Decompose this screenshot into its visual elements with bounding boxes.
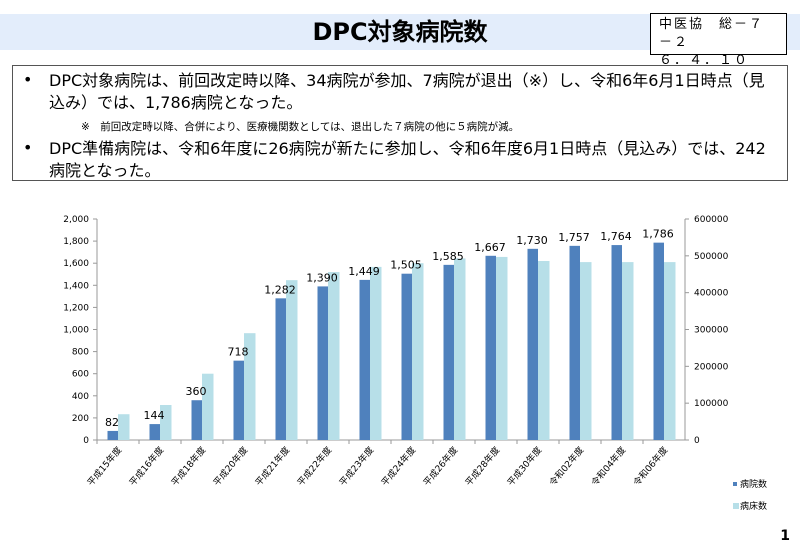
data-label: 1,786 (642, 228, 674, 241)
data-label: 1,449 (348, 265, 380, 278)
bar-hospitals (191, 400, 202, 440)
bar-hospitals (275, 298, 286, 440)
data-label: 360 (186, 385, 207, 398)
bar-hospitals (527, 248, 538, 440)
x-tick-label: 平成15年度 (85, 444, 125, 488)
y-tick-label: 0 (83, 436, 89, 446)
x-tick-label: 平成18年度 (169, 444, 209, 488)
bar-hospitals (443, 264, 454, 440)
bar-beds (328, 272, 340, 440)
bullet-text: DPC対象病院は、前回改定時以降、34病院が参加、7病院が退出（※）し、令和6年… (49, 71, 765, 112)
data-label: 1,757 (558, 231, 590, 244)
y2-tick-label: 400000 (694, 289, 729, 299)
y-tick-label: 200 (72, 414, 89, 424)
x-tick-label: 平成21年度 (253, 444, 293, 488)
y-tick-label: 1,200 (63, 303, 89, 313)
y-tick-label: 400 (72, 392, 89, 402)
bar-hospitals (569, 245, 580, 440)
bar-beds (244, 333, 256, 440)
bar-beds (622, 262, 634, 440)
y2-tick-label: 500000 (694, 252, 729, 262)
data-label: 1,505 (390, 259, 422, 272)
legend-label: 病院数 (740, 478, 767, 490)
footnote: ※ 前回改定時以降、合併により、医療機関数としては、退出した７病院の他に５病院が… (81, 121, 520, 133)
legend-label: 病床数 (740, 500, 767, 512)
y-tick-label: 1,800 (63, 237, 89, 247)
x-tick-label: 令和04年度 (589, 444, 629, 488)
x-tick-label: 平成30年度 (505, 444, 545, 488)
x-tick-label: 平成22年度 (295, 444, 335, 488)
bar-hospitals (317, 286, 328, 440)
bar-hospitals (233, 360, 244, 440)
data-label: 144 (144, 409, 165, 422)
bar-beds (412, 263, 424, 440)
y2-tick-label: 100000 (694, 399, 729, 409)
x-tick-label: 令和06年度 (631, 444, 671, 488)
x-tick-label: 平成24年度 (379, 444, 419, 488)
data-label: 718 (228, 346, 249, 359)
bar-beds (538, 260, 550, 440)
bar-beds (370, 266, 382, 440)
page-number: 1 (780, 528, 790, 544)
data-label: 1,585 (432, 250, 464, 263)
data-label: 1,390 (306, 271, 338, 284)
x-tick-label: 平成26年度 (421, 444, 461, 488)
bullet-text: DPC準備病院は、令和6年度に26病院が新たに参加し、令和6年度6月1日時点（見… (49, 139, 766, 180)
x-tick-label: 平成23年度 (337, 444, 377, 488)
x-tick-label: 平成16年度 (127, 444, 167, 488)
data-label: 82 (105, 416, 119, 429)
y-tick-label: 1,400 (63, 281, 89, 291)
bar-hospitals (611, 245, 622, 440)
bar-hospitals (653, 242, 664, 440)
bar-hospitals (359, 279, 370, 440)
bar-beds (496, 256, 508, 440)
bar-beds (580, 262, 592, 440)
bar-beds (454, 258, 466, 440)
bullet-mark: • (23, 70, 33, 89)
page-title: DPC対象病院数 (312, 18, 488, 46)
bar-hospitals (485, 255, 496, 440)
bar-beds (118, 414, 130, 440)
summary-box: • DPC対象病院は、前回改定時以降、34病院が参加、7病院が退出（※）し、令和… (12, 65, 788, 181)
bar-beds (286, 280, 298, 440)
bar-hospitals (401, 273, 412, 440)
data-label: 1,667 (474, 241, 506, 254)
y-tick-label: 2,000 (63, 215, 89, 225)
data-label: 1,730 (516, 234, 548, 247)
bullet-mark: • (23, 138, 33, 157)
x-tick-label: 平成20年度 (211, 444, 251, 488)
reference-line-2: ６．４．１０ (659, 53, 750, 68)
x-tick-label: 令和02年度 (547, 444, 587, 488)
y-tick-label: 1,600 (63, 259, 89, 269)
y2-tick-label: 600000 (694, 215, 729, 225)
y-tick-label: 600 (72, 370, 89, 380)
y2-tick-label: 200000 (694, 362, 729, 372)
data-label: 1,282 (264, 283, 296, 296)
bar-hospitals (107, 430, 118, 440)
y2-tick-label: 0 (694, 436, 700, 446)
bar-beds (202, 373, 214, 440)
bar-beds (160, 405, 172, 440)
y-tick-label: 1,000 (63, 326, 89, 336)
document-reference: 中医協 総－７－２ ６．４．１０ (650, 13, 787, 68)
y2-tick-label: 300000 (694, 326, 729, 336)
y-tick-label: 800 (72, 348, 89, 358)
legend-swatch-hospitals (733, 482, 737, 486)
bar-beds (664, 262, 676, 440)
reference-line-1: 中医協 総－７－２ (659, 17, 765, 50)
legend-swatch-beds (733, 503, 739, 509)
x-tick-label: 平成28年度 (463, 444, 503, 488)
bar-hospitals (149, 424, 160, 440)
data-label: 1,764 (600, 230, 632, 243)
